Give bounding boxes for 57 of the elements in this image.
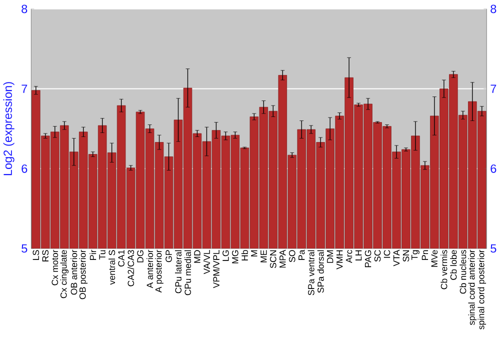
x-tick-label: spinal cord anterior xyxy=(468,250,477,326)
x-tick-label: MD xyxy=(194,250,200,264)
x-tick-label: SPa ventral xyxy=(308,250,314,296)
x-tick-label: VPM/VPL xyxy=(212,250,220,288)
x-tick-label: ventral S xyxy=(108,250,116,285)
y2-tick-label: 5 xyxy=(490,244,496,253)
x-tick-label: MVe xyxy=(431,250,438,267)
x-tick-label: OB posterior xyxy=(79,250,88,300)
x-tick-label: Arc xyxy=(346,250,352,264)
x-tick-label: Cb lobe xyxy=(450,250,457,280)
y-tick-label: 7 xyxy=(22,84,28,94)
x-tick-label: Cx motor xyxy=(52,250,58,286)
x-tick-label: LG xyxy=(222,250,229,262)
x-tick-label: Tg xyxy=(411,250,420,260)
x-tick-label: DM xyxy=(327,250,334,264)
x-tick-label: PAG xyxy=(364,250,372,268)
x-tick-label: A posterior xyxy=(155,250,164,293)
x-tick-label: Hb xyxy=(241,250,248,261)
x-tick-label: SN xyxy=(402,250,410,262)
x-tick-label: VMH xyxy=(336,250,343,270)
x-tick-label: Cb vermis xyxy=(440,250,448,290)
y2-tick-label: 8 xyxy=(490,4,496,14)
x-tick-label: Cb nucleus xyxy=(460,250,466,294)
x-tick-label: Pir xyxy=(90,250,96,260)
x-tick-label: LH xyxy=(355,250,362,261)
x-tick-label: Tu xyxy=(99,250,106,260)
y-tick-label: 8 xyxy=(22,4,28,14)
x-tick-label: Cx cingulate xyxy=(60,250,69,298)
y-tick-label: 6 xyxy=(22,164,28,174)
y-axis-title: Log2 (expression) xyxy=(3,82,14,176)
x-tick-label: SC xyxy=(374,250,381,262)
x-tick-label: Pa xyxy=(298,250,305,260)
x-tick-label: MG xyxy=(232,250,238,264)
x-tick-label: CPu medial xyxy=(184,250,192,296)
x-tick-label: OB anterior xyxy=(70,250,78,295)
x-tick-label: VTA xyxy=(393,250,400,266)
x-tick-label: VA/VL xyxy=(203,250,210,274)
x-tick-label: CA2/CA3 xyxy=(128,250,134,286)
x-tick-label: M xyxy=(251,250,258,257)
x-tick-label: SO xyxy=(288,250,296,262)
x-tick-label: RS xyxy=(42,250,49,262)
y2-tick-label: 6 xyxy=(490,164,496,174)
x-tick-label: LS xyxy=(32,250,40,260)
y2-tick-label: 7 xyxy=(490,84,496,94)
x-tick-label: CPu lateral xyxy=(174,250,182,294)
x-tick-label: SPa dorsal xyxy=(317,250,324,293)
x-tick-label: ME xyxy=(260,250,267,263)
y-tick-label: 5 xyxy=(22,244,28,253)
x-tick-label: DG xyxy=(137,250,144,263)
x-tick-label: IC xyxy=(384,250,390,258)
x-tick-label: GP xyxy=(166,250,172,262)
x-tick-label: SCN xyxy=(270,250,276,268)
x-tick-label: A anterior xyxy=(146,250,154,288)
x-tick-label: Pn xyxy=(422,250,428,260)
x-tick-label: MPA xyxy=(280,250,286,268)
x-tick-label: CA1 xyxy=(118,250,124,267)
x-tick-label: spinal cord posterior xyxy=(478,250,486,330)
